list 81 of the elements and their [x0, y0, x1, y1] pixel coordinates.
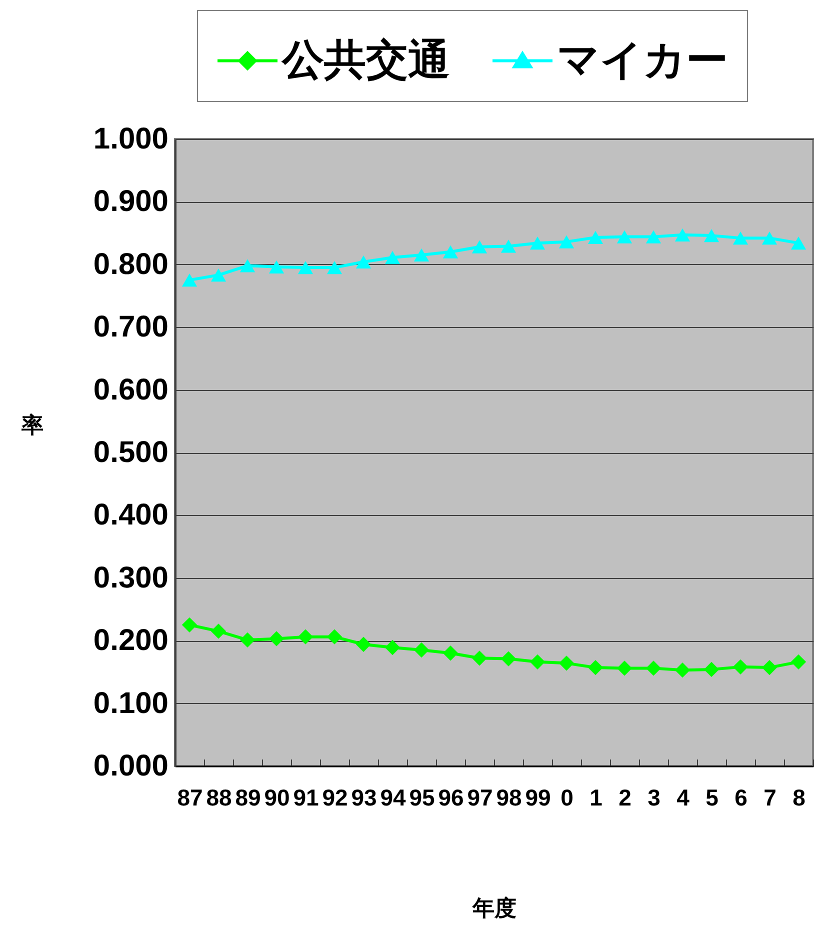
point [588, 660, 604, 676]
x-tick-label: 1 [590, 784, 603, 810]
point [384, 250, 400, 264]
point [442, 245, 458, 258]
point [182, 274, 198, 287]
point [616, 230, 632, 244]
point [298, 629, 314, 644]
point [762, 660, 778, 676]
y-tick-label: 1.000 [93, 122, 168, 156]
y-tick-label: 0.900 [93, 185, 168, 218]
x-tick-label: 87 [177, 784, 203, 810]
y-tick-label: 0.000 [93, 750, 168, 782]
point [240, 632, 256, 648]
x-tick-label: 8 [792, 784, 806, 810]
y-tick-label: 0.800 [93, 248, 168, 281]
x-tick-label: 92 [322, 784, 348, 810]
point [530, 236, 546, 250]
point [646, 660, 662, 676]
x-tick-label: 2 [618, 784, 632, 810]
point [268, 631, 284, 646]
point [326, 260, 342, 274]
point [356, 636, 372, 652]
y-tick-label: 0.300 [93, 561, 168, 594]
point [500, 651, 516, 666]
point [442, 646, 458, 661]
x-tick-label: 88 [206, 784, 232, 810]
point [472, 240, 488, 254]
point [356, 255, 372, 268]
point [732, 659, 748, 675]
point [210, 268, 226, 282]
x-tick-label: 93 [351, 784, 377, 810]
point [762, 232, 778, 245]
x-tick-label: 4 [676, 784, 690, 810]
point [790, 236, 806, 250]
x-tick-label: 5 [706, 784, 719, 810]
x-tick-label: 89 [235, 784, 261, 810]
x-tick-label: 98 [496, 784, 522, 810]
y-tick-label: 0.700 [93, 310, 168, 344]
point [414, 642, 430, 658]
point [674, 662, 690, 678]
x-tick-label: 94 [380, 784, 406, 810]
x-tick-label: 3 [648, 784, 660, 810]
point [646, 230, 662, 244]
point [558, 235, 574, 248]
point [704, 662, 720, 678]
point [326, 629, 342, 644]
y-tick-label: 0.600 [93, 373, 168, 406]
x-tick-label: 7 [764, 784, 776, 810]
point [384, 640, 400, 656]
x-axis-title: 年度 [472, 896, 516, 920]
point [182, 617, 198, 633]
point [588, 230, 604, 244]
x-tick-label: 99 [525, 784, 551, 810]
point [674, 228, 690, 242]
x-tick-label: 95 [409, 784, 435, 810]
point [616, 660, 632, 676]
point [790, 654, 806, 670]
point [414, 248, 430, 262]
y-tick-label: 0.400 [93, 498, 168, 532]
y-axis-title: 率 [20, 412, 44, 438]
point [240, 259, 256, 272]
y-tick-label: 0.500 [93, 436, 168, 469]
x-tick-label: 97 [467, 784, 493, 810]
legend-label: 公共交通 [281, 36, 450, 83]
point [268, 260, 284, 274]
x-tick-label: 96 [438, 784, 464, 810]
point [472, 650, 488, 666]
legend-label: マイカー [557, 36, 728, 83]
x-tick-label: 90 [264, 784, 290, 810]
point [298, 260, 314, 274]
x-tick-label: 6 [734, 784, 748, 810]
y-tick-label: 0.200 [93, 624, 168, 658]
point [530, 654, 546, 670]
point [732, 232, 748, 245]
x-tick-label: 91 [293, 784, 319, 810]
point [500, 240, 516, 253]
point [558, 656, 574, 671]
x-tick-label: 0 [560, 784, 574, 810]
y-tick-label: 0.100 [93, 686, 168, 720]
point [210, 624, 226, 639]
point [704, 228, 720, 242]
